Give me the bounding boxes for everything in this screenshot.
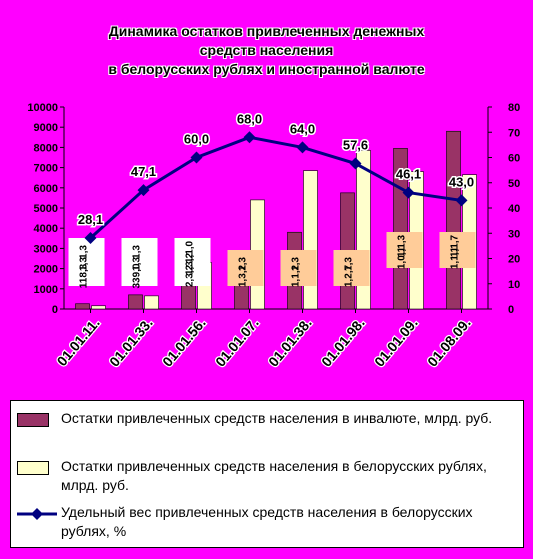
x-tick-label: 01.01.09.	[371, 315, 421, 370]
bar-byr	[144, 295, 159, 310]
bar-value-label-box	[439, 232, 476, 268]
bar-value-label-box	[280, 250, 317, 286]
line-share-point	[190, 151, 203, 164]
chart-plot: 0100020003000400050006000700080009000100…	[27, 102, 520, 371]
bar-value-label: 1,3	[291, 257, 302, 271]
y-right-tick-label: 60	[508, 153, 520, 165]
legend-item-fx: Остатки привлеченных средств населения в…	[17, 409, 519, 429]
line-share-point	[349, 157, 362, 170]
y-right-tick-label: 40	[508, 203, 520, 215]
y-left-tick-label: 9000	[34, 122, 58, 134]
line-share-point	[137, 184, 150, 197]
bar-fx	[128, 294, 143, 310]
bar-value-label: 1,1,3	[397, 234, 408, 257]
line-share-value-label: 28,1	[78, 212, 103, 227]
bar-value-label-box	[386, 232, 423, 268]
line-share-point	[455, 194, 468, 207]
bar-value-label: 1,1,1	[450, 246, 461, 269]
y-left-tick-label: 6000	[34, 183, 58, 195]
chart-title-line-3: в белорусских рублях и иностранной валют…	[108, 61, 425, 77]
bar-value-label: 1,3	[238, 257, 249, 271]
bar-value-label: 1,1,0	[185, 240, 196, 263]
y-left-tick-label: 1000	[34, 284, 58, 296]
y-left-tick-label: 10000	[27, 102, 58, 114]
y-left-tick-label: 0	[52, 304, 58, 316]
bar-byr	[91, 305, 106, 310]
x-tick-label: 01.01.38.	[265, 315, 315, 370]
x-tick-label: 01.01.11.	[54, 315, 103, 369]
bar-value-label: 1,3,2	[238, 264, 249, 287]
chart-title: Динамика остатков привлеченных денежных …	[0, 22, 533, 79]
y-right-tick-label: 30	[508, 228, 520, 240]
line-share-value-label: 47,1	[131, 164, 156, 179]
bar-value-label: 1,3	[344, 257, 355, 271]
y-left-tick-label: 7000	[34, 163, 58, 175]
legend-label-fx: Остатки привлеченных средств населения в…	[61, 410, 493, 426]
line-share-series	[89, 135, 462, 240]
bar-value-label: 1,3,2	[185, 252, 196, 275]
bar-value-label: 1,3	[79, 257, 90, 271]
bar-fx	[446, 130, 461, 310]
line-share-value-label: 46,1	[396, 167, 421, 182]
y-left-tick-label: 3000	[34, 243, 58, 255]
chart-title-line-2: средств населения	[199, 42, 334, 58]
line-share-point	[84, 232, 97, 245]
bar-value-label: 339,0	[132, 263, 143, 288]
bar-value-label-box	[174, 238, 211, 286]
line-share-value-label: 64,0	[290, 121, 315, 136]
legend-label-byr: Остатки привлеченных средств населения в…	[61, 458, 487, 493]
bar-value-label: 1,3	[132, 245, 143, 259]
y-right-tick-label: 0	[508, 304, 514, 316]
legend-label-share: Удельный вес привлеченных средств населе…	[61, 504, 473, 539]
bar-value-label-box	[333, 250, 370, 286]
y-right-tick-label: 50	[508, 178, 520, 190]
bar-value-label: 2,3,2	[185, 264, 196, 287]
x-tick-label: 01.08.09.	[424, 315, 474, 370]
bar-value-label: 1,1,7	[450, 234, 461, 257]
line-share-point	[243, 131, 256, 144]
x-tick-label: 01.01.56.	[159, 315, 209, 370]
legend-item-share: Удельный вес привлеченных средств населе…	[17, 503, 519, 541]
x-tick-label: 01.01.07.	[212, 315, 262, 370]
line-share-value-label: 60,0	[184, 132, 209, 147]
line-share-point	[296, 141, 309, 154]
legend-item-byr: Остатки привлеченных средств населения в…	[17, 457, 519, 495]
x-tick-label: 01.01.98.	[318, 315, 368, 370]
y-right-tick-label: 20	[508, 254, 520, 266]
bar-value-label: 118,3	[79, 263, 90, 288]
bar-value-label: 1,1,2	[291, 264, 302, 287]
y-right-tick-label: 10	[508, 279, 520, 291]
legend-swatch-share	[17, 503, 61, 523]
legend-swatch-fx	[17, 409, 61, 429]
y-left-tick-label: 4000	[34, 223, 58, 235]
bar-byr	[303, 170, 318, 310]
y-left-tick-label: 5000	[34, 203, 58, 215]
bar-fx	[75, 303, 90, 310]
y-right-tick-label: 70	[508, 127, 520, 139]
bar-value-label: 1,3	[132, 257, 143, 271]
legend-swatch-byr	[17, 457, 61, 477]
x-tick-label: 01.01.33.	[106, 315, 156, 370]
y-left-tick-label: 8000	[34, 142, 58, 154]
y-right-tick-label: 80	[508, 102, 520, 114]
line-share-value-label: 43,0	[449, 174, 474, 189]
line-share-value-label: 57,6	[343, 138, 368, 153]
bar-value-label-box	[227, 250, 264, 286]
bar-value-label-box	[68, 238, 105, 286]
bar-value-label-box	[121, 238, 158, 286]
bar-value-label: 1,3	[79, 245, 90, 259]
chart-legend: Остатки привлеченных средств населения в…	[10, 400, 524, 548]
chart-title-line-1: Динамика остатков привлеченных денежных	[108, 23, 425, 39]
y-left-tick-label: 2000	[34, 264, 58, 276]
bar-value-label: 1,0,1	[397, 246, 408, 269]
bar-value-label: 1,2,7	[344, 264, 355, 287]
line-share-point	[402, 186, 415, 199]
line-share-value-label: 68,0	[237, 111, 262, 126]
